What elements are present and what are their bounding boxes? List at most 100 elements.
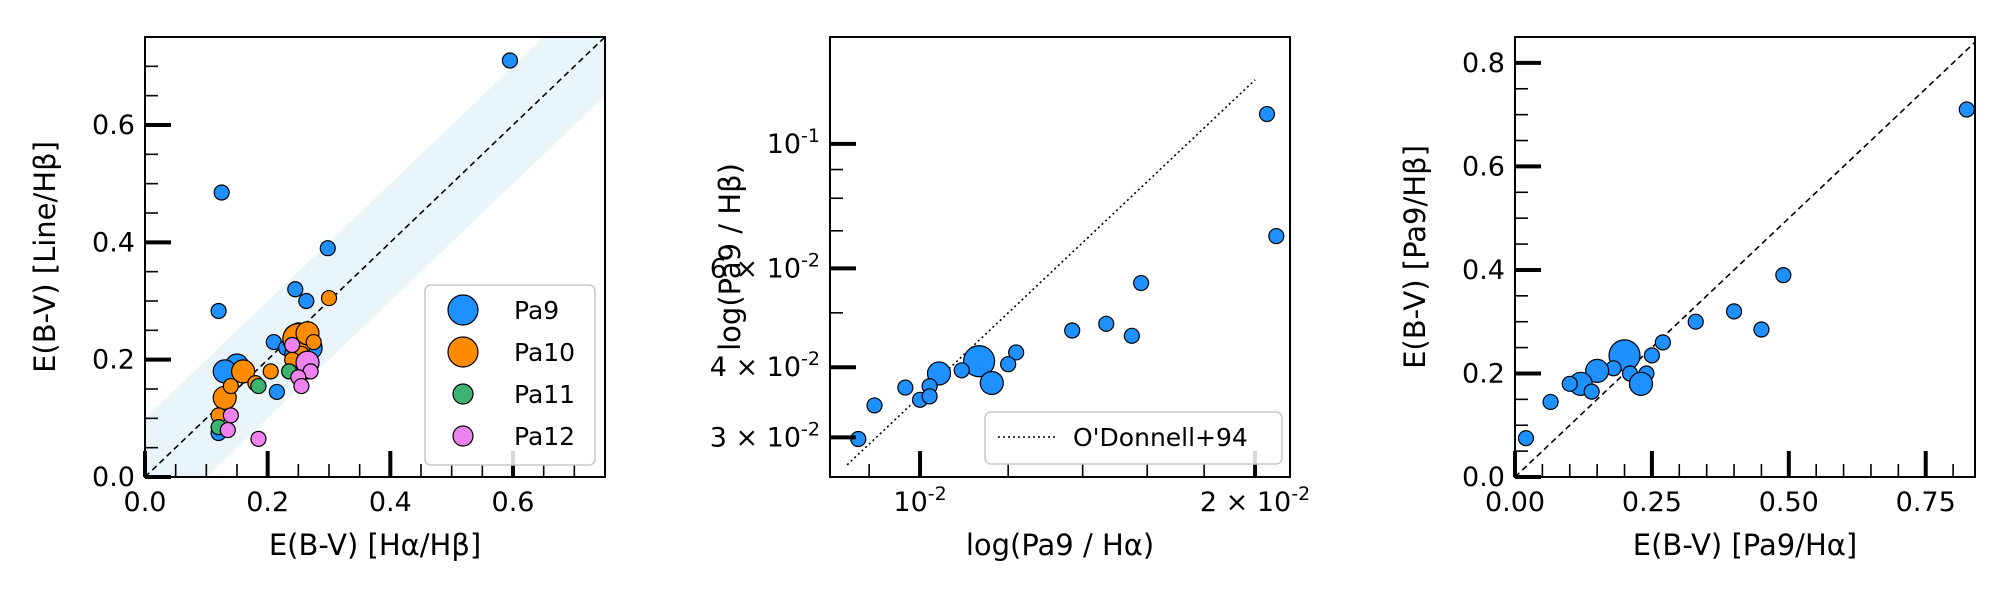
data-point bbox=[222, 377, 239, 395]
one-to-one-line bbox=[145, 37, 605, 477]
data-point bbox=[320, 289, 338, 307]
data-point bbox=[293, 377, 310, 395]
x-tick-label: 0.6 bbox=[492, 487, 535, 518]
data-point bbox=[219, 421, 236, 439]
plot-area bbox=[1515, 41, 1975, 477]
data-point bbox=[210, 302, 227, 320]
legend-label: Pa11 bbox=[514, 380, 575, 409]
axes-frame bbox=[829, 36, 1291, 478]
data-point bbox=[250, 377, 267, 395]
legend-label: Pa10 bbox=[514, 338, 575, 367]
data-point bbox=[1008, 344, 1025, 361]
x-tick-label: 0.4 bbox=[369, 487, 412, 518]
data-point bbox=[1133, 274, 1150, 292]
series-pa9 bbox=[1517, 101, 1975, 447]
x-tick-label: 0.0 bbox=[124, 487, 167, 518]
data-point bbox=[1098, 315, 1115, 332]
x-axis-label: log(Pa9 / Hα) bbox=[966, 528, 1154, 562]
legend-marker bbox=[447, 294, 479, 326]
y-tick-label: 10-1 bbox=[767, 125, 820, 160]
data-point bbox=[979, 370, 1004, 396]
data-point bbox=[1561, 375, 1578, 392]
data-point bbox=[1958, 101, 1975, 118]
data-point bbox=[268, 383, 285, 401]
one-to-one-line bbox=[1515, 41, 1975, 477]
data-point bbox=[1258, 105, 1276, 123]
y-tick-label: 0.6 bbox=[92, 110, 135, 141]
data-point bbox=[213, 184, 230, 201]
y-tick-label: 0.2 bbox=[1462, 358, 1505, 389]
data-point bbox=[1517, 430, 1535, 447]
data-point bbox=[222, 407, 239, 424]
x-tick-label: 0.00 bbox=[1485, 487, 1545, 518]
scatter-panel-halpha-comparison: 0.0 0.2 0.4 0.6 0.0 0.2 0.4 0.6 E(B-V) [Hα/Hβ] E(… bbox=[28, 36, 606, 562]
scatter-panel-pa9-comparison: 0.00 0.25 0.50 0.75 0.0 0.2 0.4 0.6 0.8 E(B-V) [P… bbox=[1398, 36, 1976, 562]
plot-area bbox=[145, 37, 605, 477]
data-point bbox=[1775, 267, 1792, 284]
data-point bbox=[1753, 321, 1770, 338]
data-point bbox=[231, 359, 256, 384]
data-point bbox=[1542, 393, 1559, 411]
data-point bbox=[1585, 358, 1610, 383]
x-tick-label: 0.2 bbox=[246, 487, 289, 518]
y-axis-label: E(B-V) [Line/Hβ] bbox=[28, 141, 62, 373]
y-axis-label: E(B-V) [Pa9/Hβ] bbox=[1398, 145, 1432, 369]
y-axis-label: log(Pa9 / Hβ) bbox=[713, 163, 747, 351]
data-point bbox=[963, 345, 996, 378]
x-tick-label: 0.75 bbox=[1896, 487, 1956, 518]
y-tick-label: 0.2 bbox=[92, 345, 135, 376]
y-tick-label: 6 × 10-2 bbox=[710, 249, 820, 284]
data-point bbox=[1268, 227, 1285, 245]
data-point bbox=[319, 240, 336, 257]
y-tick-label: 0.8 bbox=[1462, 48, 1505, 79]
data-point bbox=[284, 336, 301, 354]
y-tick-label: 0.6 bbox=[1462, 151, 1505, 182]
data-point bbox=[287, 281, 304, 298]
y-tick-label: 0.4 bbox=[1462, 255, 1505, 286]
y-tick-label: 0.0 bbox=[1462, 462, 1505, 493]
scatter-panel-pa9-log-ratios: 10-2 2 × 10-2 3 × 10-2 4 × 10-2 6 × 10-2 10-1… bbox=[710, 36, 1310, 562]
x-axis-label: E(B-V) [Hα/Hβ] bbox=[269, 528, 481, 562]
data-point bbox=[298, 292, 315, 310]
data-point bbox=[1628, 371, 1654, 396]
data-point bbox=[1123, 327, 1140, 344]
y-tick-label: 0.0 bbox=[92, 462, 135, 493]
legend-marker bbox=[452, 383, 474, 405]
axes-frame bbox=[144, 36, 606, 478]
uncertainty-band bbox=[145, 37, 605, 477]
legend: Pa9 Pa10 Pa11 Pa12 bbox=[424, 284, 596, 466]
y-tick-label: 3 × 10-2 bbox=[710, 418, 820, 453]
odonnell-reference-line bbox=[846, 79, 1256, 466]
legend-label: O'Donnell+94 bbox=[1073, 423, 1248, 452]
data-point bbox=[262, 363, 279, 380]
x-axis-label: E(B-V) [Pa9/Hα] bbox=[1633, 528, 1857, 562]
data-point bbox=[1000, 356, 1017, 373]
legend-label: Pa12 bbox=[514, 422, 575, 451]
legend: O'Donnell+94 bbox=[984, 411, 1283, 465]
legend-box bbox=[984, 411, 1283, 465]
data-point bbox=[1583, 383, 1600, 400]
data-point bbox=[1064, 322, 1081, 339]
series-pa9 bbox=[850, 105, 1285, 448]
x-tick-label: 2 × 10-2 bbox=[1200, 483, 1310, 518]
axes-frame bbox=[1514, 36, 1976, 478]
legend-box bbox=[424, 284, 596, 466]
data-point bbox=[1654, 334, 1671, 351]
data-point bbox=[1687, 313, 1704, 330]
data-point bbox=[305, 333, 322, 351]
legend-marker bbox=[447, 336, 479, 368]
data-point bbox=[921, 388, 938, 405]
x-tick-label: 0.50 bbox=[1759, 487, 1819, 518]
legend-label: Pa9 bbox=[514, 296, 559, 325]
x-tick-label: 10-2 bbox=[893, 483, 946, 518]
data-point bbox=[250, 430, 267, 447]
data-point bbox=[1643, 347, 1661, 364]
x-tick-label: 0.25 bbox=[1622, 487, 1682, 518]
legend-marker bbox=[452, 425, 474, 447]
data-point bbox=[953, 362, 970, 379]
data-point bbox=[897, 379, 914, 396]
y-tick-label: 4 × 10-2 bbox=[710, 348, 820, 383]
series-pa12 bbox=[219, 336, 320, 447]
data-point bbox=[501, 52, 519, 69]
